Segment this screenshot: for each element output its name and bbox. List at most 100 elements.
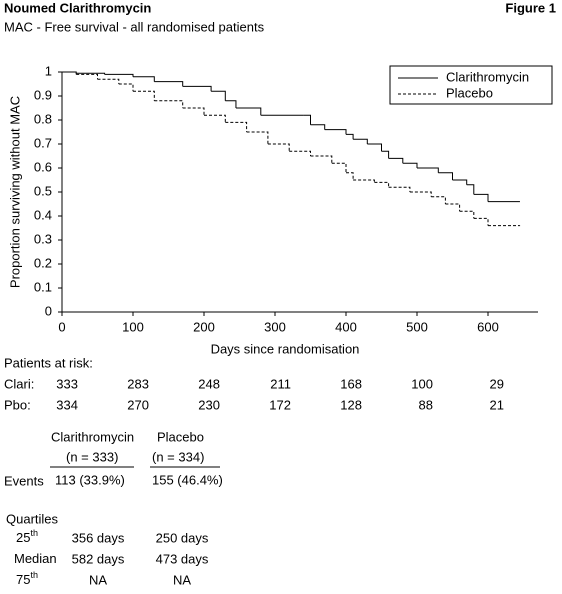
at-risk-count: 248 <box>198 376 220 391</box>
survival-step <box>353 179 375 183</box>
survival-step <box>225 121 248 132</box>
at-risk-count: 21 <box>490 397 504 412</box>
figure-label: Figure 1 <box>505 0 556 15</box>
row-label: Clari: <box>4 376 34 391</box>
survival-step <box>154 100 184 108</box>
survival-step <box>154 81 184 87</box>
survival-step <box>310 155 333 164</box>
survival-step <box>417 167 439 173</box>
quartiles-title: Quartiles <box>6 511 59 526</box>
y-tick-label: 0 <box>45 303 52 318</box>
legend-box <box>389 65 553 105</box>
survival-step <box>97 78 120 84</box>
survival-step <box>303 114 311 125</box>
survival-step <box>346 172 354 180</box>
survival-step <box>438 172 453 180</box>
x-tick-label: 300 <box>264 319 286 334</box>
x-tick-label: 0 <box>58 319 65 334</box>
survival-step <box>452 179 468 185</box>
row-label-sup: th <box>30 528 38 538</box>
survival-step <box>459 210 475 219</box>
survival-step <box>246 131 269 144</box>
page-title: Noumed Clarithromycin <box>4 0 151 15</box>
y-tick-label: 0.2 <box>34 255 52 270</box>
x-tick-label: 500 <box>406 319 428 334</box>
survival-step <box>289 150 311 156</box>
row-label: 75th <box>16 570 38 587</box>
cell: NA <box>89 572 107 587</box>
at-risk-count: 29 <box>490 376 504 391</box>
column-header: Clarithromycin <box>51 429 134 444</box>
y-tick-label: 0.7 <box>34 135 52 150</box>
survival-step <box>62 71 77 75</box>
x-tick-label: 200 <box>193 319 215 334</box>
cell: 356 days <box>72 530 125 545</box>
y-tick-label: 0.8 <box>34 111 52 126</box>
survival-step <box>381 150 390 159</box>
survival-step <box>76 72 106 75</box>
at-risk-count: 128 <box>340 397 362 412</box>
row-label-text: 75 <box>16 572 30 587</box>
cell: 582 days <box>72 551 125 566</box>
survival-step <box>466 184 475 195</box>
survival-step <box>431 196 446 204</box>
legend-label: Placebo <box>446 85 493 100</box>
survival-step <box>118 83 134 92</box>
at-risk-count: 230 <box>198 397 220 412</box>
survival-step <box>402 162 418 168</box>
survival-step <box>353 138 368 144</box>
y-tick-label: 0.4 <box>34 207 52 222</box>
at-risk-count: 168 <box>340 376 362 391</box>
row-label: 25th <box>16 528 38 545</box>
row-label-sup: th <box>30 570 38 580</box>
at-risk-count: 270 <box>127 397 149 412</box>
survival-step <box>388 157 404 164</box>
cell: 113 (33.9%) <box>55 472 125 487</box>
survival-step <box>346 133 354 140</box>
at-risk-count: 283 <box>127 376 149 391</box>
y-tick-label: 0.6 <box>34 159 52 174</box>
survival-step <box>225 100 237 108</box>
row-label: Pbo: <box>4 397 31 412</box>
survival-step <box>182 85 212 92</box>
survival-step <box>211 90 226 101</box>
row-label: Median <box>14 551 57 566</box>
y-tick-label: 1 <box>45 63 52 78</box>
cell: 250 days <box>156 530 209 545</box>
survival-step <box>324 129 347 135</box>
survival-step <box>235 107 262 116</box>
row-label: Events <box>4 473 44 488</box>
survival-step <box>204 114 226 123</box>
survival-step <box>133 76 155 82</box>
y-tick-label: 0.5 <box>34 183 52 198</box>
survival-step <box>76 73 98 80</box>
cell: NA <box>173 572 191 587</box>
at-risk-count: 100 <box>411 376 433 391</box>
survival-step <box>374 181 390 188</box>
at-risk-count: 334 <box>56 397 78 412</box>
at-risk-count: 88 <box>419 397 433 412</box>
survival-step <box>473 193 489 202</box>
y-tick-label: 0.1 <box>34 279 52 294</box>
cell: 155 (46.4%) <box>152 472 223 487</box>
cell: 473 days <box>156 551 209 566</box>
survival-step <box>445 203 461 212</box>
survival-step <box>104 73 134 77</box>
survival-step <box>310 124 326 130</box>
at-risk-count: 333 <box>56 376 78 391</box>
at-risk-count: 211 <box>270 376 291 391</box>
column-header: Placebo <box>157 429 204 444</box>
chart-subtitle: MAC - Free survival - all randomised pat… <box>4 19 265 34</box>
y-tick-label: 0.9 <box>34 87 52 102</box>
x-tick-label: 600 <box>477 319 499 334</box>
y-axis-label: Proportion surviving without MAC <box>7 96 22 288</box>
survival-step <box>331 162 347 173</box>
column-n: (n = 334) <box>152 449 204 464</box>
legend-label: Clarithromycin <box>446 69 529 84</box>
at-risk-title: Patients at risk: <box>4 355 93 370</box>
column-n: (n = 333) <box>66 449 118 464</box>
y-tick-label: 0.3 <box>34 231 52 246</box>
row-label-text: Median <box>14 551 57 566</box>
